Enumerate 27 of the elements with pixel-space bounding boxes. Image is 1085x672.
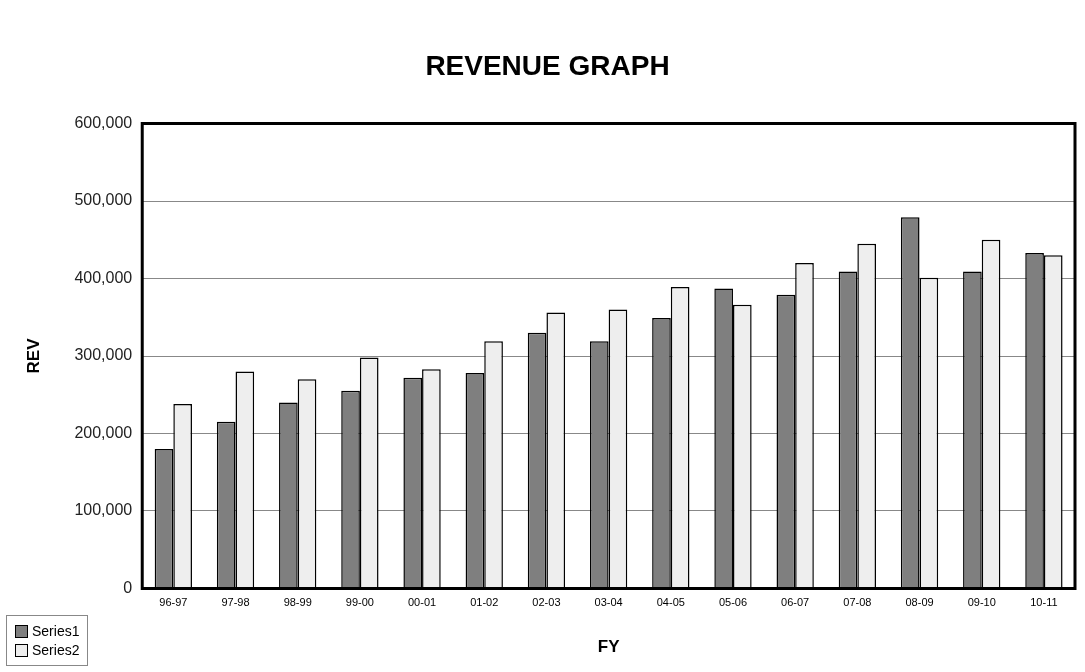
x-tick-label: 04-05 [656, 596, 685, 609]
x-tick-label: 03-04 [594, 596, 623, 609]
legend-label: Series2 [32, 642, 80, 658]
y-tick-label: 100,000 [74, 501, 133, 519]
y-tick-label: 600,000 [74, 114, 133, 132]
x-tick-label: 07-08 [843, 596, 872, 609]
x-tick-label: 99-00 [345, 596, 374, 609]
y-tick-label: 200,000 [74, 423, 133, 441]
y-tick-label: 400,000 [74, 268, 133, 286]
x-tick-label: 09-10 [967, 596, 996, 609]
legend-label: Series1 [32, 623, 80, 639]
x-tick-label: 00-01 [407, 596, 437, 609]
x-tick-label: 08-09 [905, 596, 934, 609]
x-tick-label: 02-03 [532, 596, 561, 609]
x-tick-label: 10-11 [1030, 596, 1058, 609]
x-tick-label: 98-99 [283, 596, 312, 609]
x-tick-label: 06-07 [781, 596, 810, 609]
x-tick-label: 05-06 [718, 596, 748, 609]
y-axis-title: REV [23, 337, 43, 374]
x-tick-label: 01-02 [470, 596, 499, 609]
y-tick-label: 0 [123, 578, 133, 596]
y-tick-label: 300,000 [74, 346, 133, 364]
x-tick-label: 96-97 [159, 596, 188, 609]
y-tick-label: 500,000 [74, 191, 133, 209]
x-axis-title: FY [597, 637, 621, 657]
chart-title: REVENUE GRAPH [425, 49, 670, 81]
x-tick-label: 97-98 [221, 596, 250, 609]
